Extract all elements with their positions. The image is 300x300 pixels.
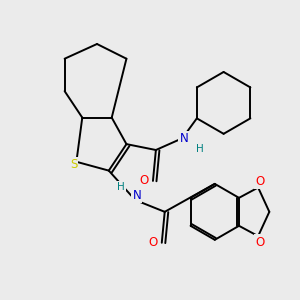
Text: O: O	[140, 174, 149, 188]
Text: O: O	[148, 236, 158, 249]
Text: H: H	[196, 143, 204, 154]
Text: N: N	[179, 132, 188, 145]
Text: N: N	[132, 189, 141, 202]
Text: S: S	[70, 158, 77, 171]
Text: O: O	[255, 175, 264, 188]
Text: H: H	[117, 182, 124, 192]
Text: O: O	[255, 236, 264, 248]
